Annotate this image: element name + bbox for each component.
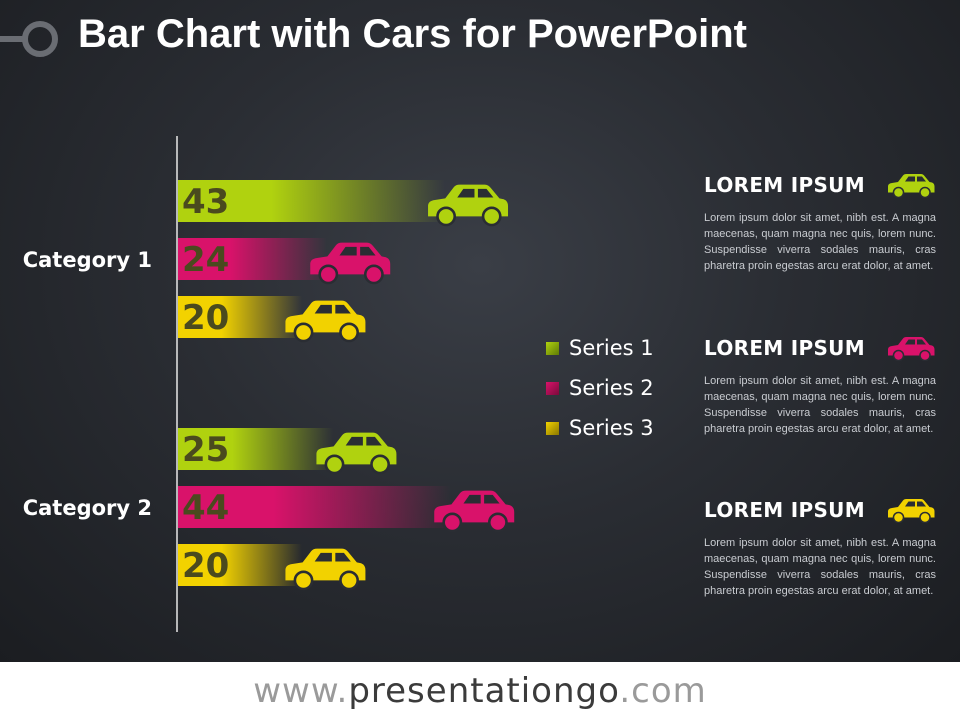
legend-item-series-3: Series 3 bbox=[546, 408, 654, 448]
car-marker bbox=[285, 300, 366, 343]
legend-swatch-series-3 bbox=[546, 421, 559, 435]
panel-title: LOREM IPSUM bbox=[704, 336, 865, 360]
legend-item-series-2: Series 2 bbox=[546, 368, 654, 408]
panel-title: LOREM IPSUM bbox=[704, 498, 865, 522]
page-title: Bar Chart with Cars for PowerPoint bbox=[78, 12, 747, 56]
slide: Bar Chart with Cars for PowerPoint Categ… bbox=[0, 0, 960, 662]
bar-category-1-series-1 bbox=[178, 180, 445, 222]
info-panel-2: LOREM IPSUM Lorem ipsum dolor sit amet, … bbox=[704, 333, 936, 437]
data-label: 44 bbox=[182, 488, 229, 528]
bar-chart: Category 1 43 24 20 Category 2 25 44 20 bbox=[23, 136, 515, 632]
bar-category-2-series-2 bbox=[178, 486, 451, 528]
panel-title: LOREM IPSUM bbox=[704, 173, 865, 197]
category-label-1: Category 1 bbox=[23, 248, 152, 272]
footer-suffix: .com bbox=[619, 671, 707, 711]
footer-prefix: www. bbox=[253, 671, 349, 711]
legend-label: Series 2 bbox=[569, 376, 654, 400]
car-marker bbox=[316, 432, 397, 475]
bar-category-1-series-2 bbox=[178, 238, 327, 280]
panel-text: Lorem ipsum dolor sit amet, nibh est. A … bbox=[704, 537, 936, 597]
car-marker bbox=[285, 548, 366, 591]
data-label: 20 bbox=[182, 298, 229, 338]
footer: www.presentationgo.com bbox=[0, 662, 960, 720]
legend-label: Series 3 bbox=[569, 416, 654, 440]
car-marker bbox=[428, 184, 509, 227]
bar-category-2-series-3 bbox=[178, 544, 302, 586]
car-marker bbox=[310, 242, 391, 285]
category-label-2: Category 2 bbox=[23, 496, 152, 520]
car-icon bbox=[888, 337, 935, 361]
car-icon bbox=[888, 174, 935, 198]
data-label: 20 bbox=[182, 546, 229, 586]
bars-group: Category 1 43 24 20 Category 2 25 44 20 bbox=[23, 180, 515, 591]
data-label: 24 bbox=[182, 240, 229, 280]
info-panel-1: LOREM IPSUM Lorem ipsum dolor sit amet, … bbox=[704, 170, 936, 274]
bar-category-2-series-1 bbox=[178, 428, 333, 470]
legend: Series 1 Series 2 Series 3 bbox=[546, 328, 654, 448]
panel-text: Lorem ipsum dolor sit amet, nibh est. A … bbox=[704, 375, 936, 435]
legend-label: Series 1 bbox=[569, 336, 654, 360]
info-panel-3: LOREM IPSUM Lorem ipsum dolor sit amet, … bbox=[704, 495, 936, 599]
legend-swatch-series-2 bbox=[546, 381, 559, 395]
legend-swatch-series-1 bbox=[546, 341, 559, 355]
footer-brand: presentationgo bbox=[348, 671, 620, 711]
car-icon bbox=[888, 499, 935, 523]
panel-text: Lorem ipsum dolor sit amet, nibh est. A … bbox=[704, 212, 936, 272]
data-label: 43 bbox=[182, 182, 229, 222]
data-label: 25 bbox=[182, 430, 229, 470]
bar-category-1-series-3 bbox=[178, 296, 302, 338]
legend-item-series-1: Series 1 bbox=[546, 328, 654, 368]
title-ring-decoration bbox=[0, 21, 58, 57]
car-marker bbox=[434, 490, 515, 533]
